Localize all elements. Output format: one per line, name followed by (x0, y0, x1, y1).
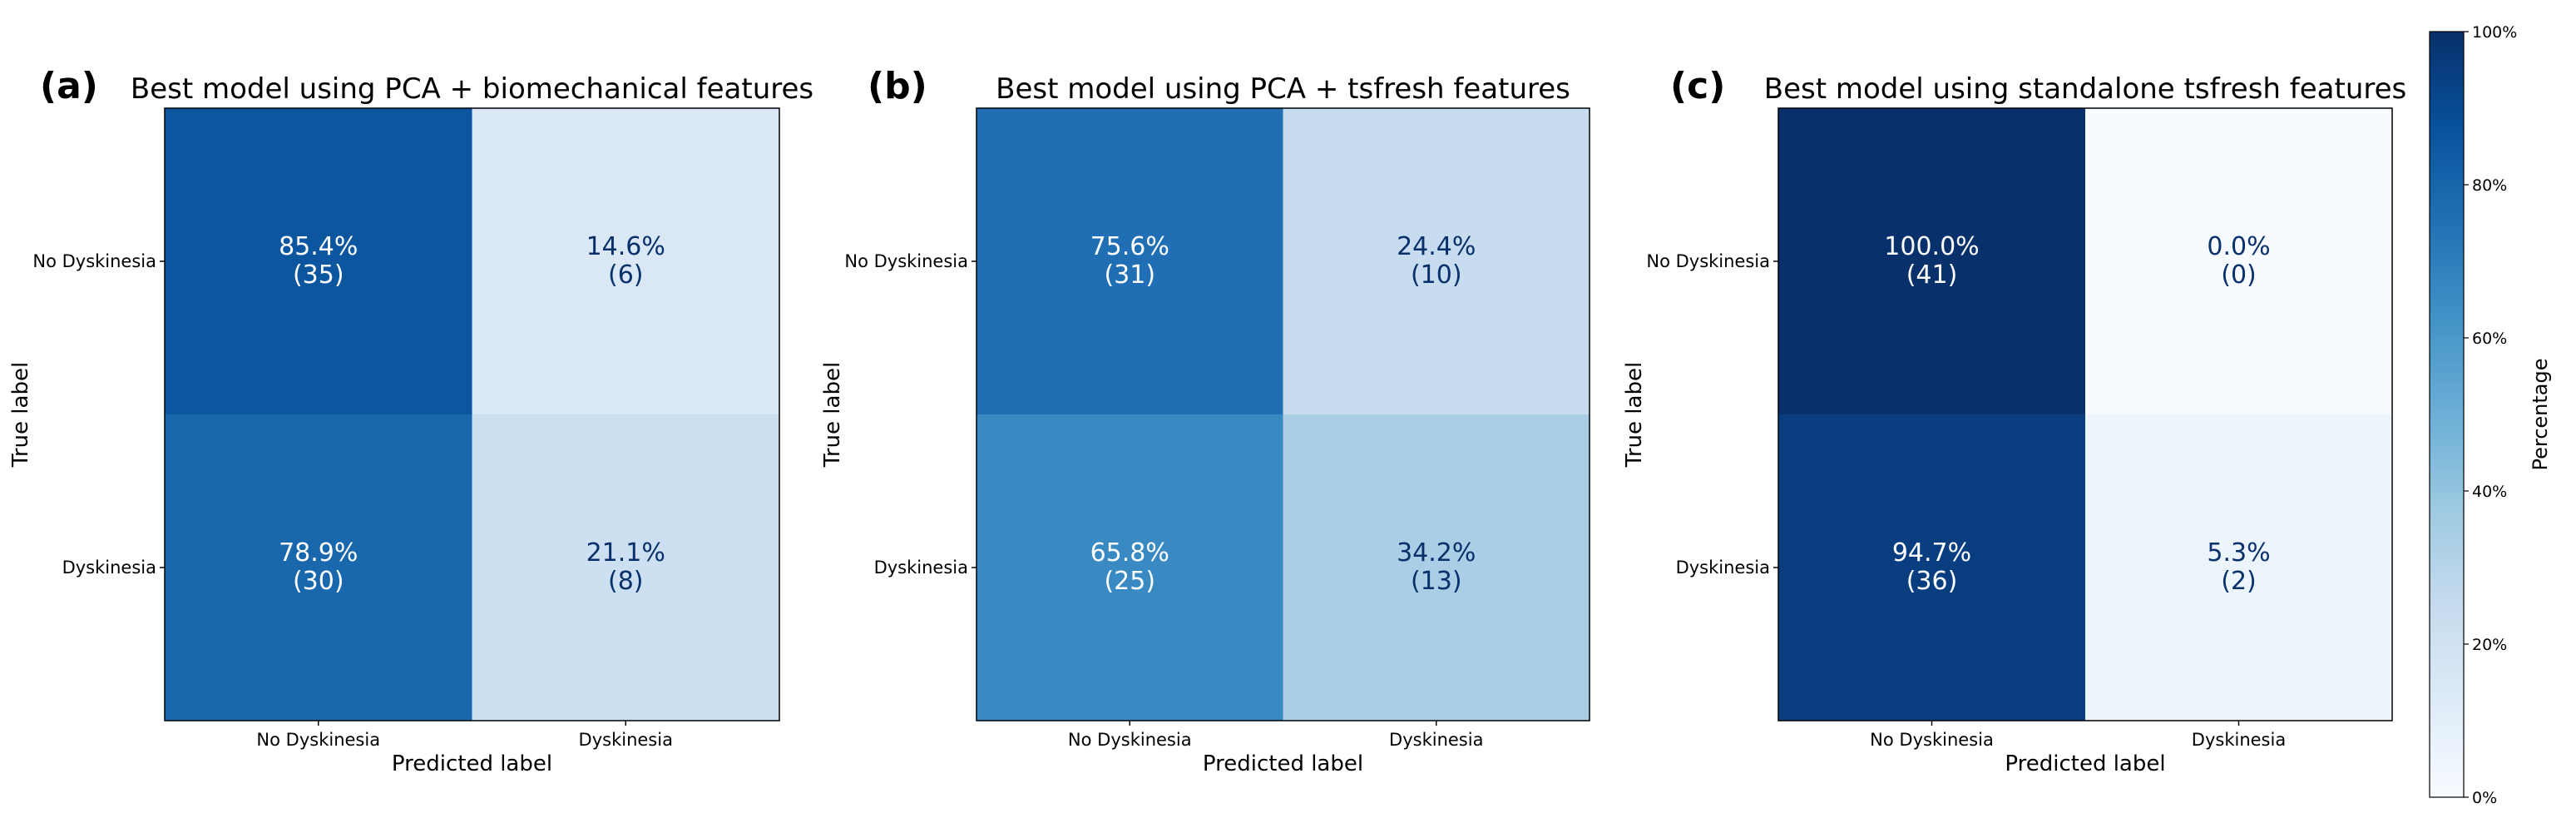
cell-count-label: (36) (1906, 567, 1958, 596)
y-axis-label: True label (1622, 362, 1647, 468)
cell-percent-label: 34.2% (1397, 538, 1476, 568)
heatmap-cell (1283, 414, 1590, 721)
cell-percent-label: 65.8% (1090, 538, 1169, 568)
cell-percent-label: 100.0% (1884, 232, 1979, 261)
confusion-matrix-panel: 85.4%(35) 14.6%(6) 78.9%(30) 21.1%(8) No Dys… (8, 65, 813, 776)
confusion-matrix-panel: 75.6%(31) 24.4%(10) 65.8%(25) 34.2%(13) No D… (820, 65, 1590, 776)
heatmap-cell (165, 414, 472, 721)
cell-percent-label: 21.1% (586, 538, 665, 568)
y-tick-label: No Dyskinesia (32, 251, 156, 271)
cell-count-label: (35) (293, 260, 344, 290)
cell-count-label: (8) (608, 567, 644, 596)
x-tick-label: Dyskinesia (579, 730, 673, 750)
cell-count-label: (13) (1411, 567, 1462, 596)
x-tick-label: No Dyskinesia (256, 730, 380, 750)
x-axis-label: Predicted label (1203, 751, 1363, 776)
panel-title: Best model using PCA + biomechanical fea… (131, 72, 813, 106)
x-tick-label: Dyskinesia (2192, 730, 2286, 750)
panel-letter: (b) (868, 65, 927, 107)
heatmap-cell (977, 414, 1283, 721)
heatmap-cell (165, 108, 472, 414)
cell-count-label: (30) (293, 567, 344, 596)
y-axis-label: True label (820, 362, 845, 468)
heatmap-cell (1283, 108, 1590, 414)
colorbar-tick-label: 0% (2472, 789, 2497, 807)
axes-frame (164, 107, 780, 721)
colorbar-tick-label: 40% (2472, 483, 2507, 501)
x-axis-label: Predicted label (2005, 751, 2165, 776)
cell-count-label: (2) (2221, 567, 2257, 596)
cell-count-label: (10) (1411, 260, 1462, 290)
cell-count-label: (6) (608, 260, 644, 290)
cell-percent-label: 94.7% (1892, 538, 1971, 568)
colorbar-label: Percentage (2529, 358, 2552, 470)
y-tick-label: Dyskinesia (874, 558, 968, 578)
cell-percent-label: 75.6% (1090, 232, 1169, 261)
cell-percent-label: 24.4% (1397, 232, 1476, 261)
colorbar-tick-label: 20% (2472, 636, 2507, 654)
colorbar-frame (2429, 31, 2465, 798)
heatmap-cell (472, 108, 779, 414)
confusion-matrix-panel: 100.0%(41) 0.0%(0) 94.7%(36) 5.3%(2) No Dysk… (1622, 65, 2406, 776)
colorbar-tick-label: 60% (2472, 330, 2507, 348)
cell-percent-label: 14.6% (586, 232, 665, 261)
cell-percent-label: 5.3% (2207, 538, 2270, 568)
colorbar-tick-label: 100% (2472, 23, 2517, 42)
colorbar: 0% 20% 40% 60% 80% 100% Percentage (2429, 23, 2552, 807)
axes-frame (976, 107, 1590, 721)
x-tick-label: No Dyskinesia (1870, 730, 1994, 750)
panel-letter: (a) (40, 65, 98, 107)
cell-count-label: (0) (2221, 260, 2257, 290)
heatmap-cell (1778, 108, 2085, 414)
cell-count-label: (31) (1104, 260, 1155, 290)
y-tick-label: Dyskinesia (62, 558, 156, 578)
cell-percent-label: 0.0% (2207, 232, 2270, 261)
cell-percent-label: 78.9% (279, 538, 358, 568)
y-tick-label: No Dyskinesia (1646, 251, 1770, 271)
cell-percent-label: 85.4% (279, 232, 358, 261)
y-tick-label: No Dyskinesia (844, 251, 968, 271)
x-tick-label: No Dyskinesia (1068, 730, 1192, 750)
panel-title: Best model using standalone tsfresh feat… (1764, 72, 2407, 106)
colorbar-tick-label: 80% (2472, 176, 2507, 195)
panel-letter: (c) (1670, 65, 1725, 107)
heatmap-cell (1778, 414, 2085, 721)
y-axis-label: True label (8, 362, 33, 468)
heatmap-cell (977, 108, 1283, 414)
heatmap-cell (472, 414, 779, 721)
axes-frame (1777, 107, 2393, 721)
heatmap-cell (2085, 108, 2392, 414)
x-axis-label: Predicted label (392, 751, 552, 776)
cell-count-label: (25) (1104, 567, 1155, 596)
y-tick-label: Dyskinesia (1676, 558, 1770, 578)
colorbar-gradient (2430, 32, 2464, 797)
cell-count-label: (41) (1906, 260, 1958, 290)
heatmap-cell (2085, 414, 2392, 721)
panel-title: Best model using PCA + tsfresh features (996, 72, 1570, 106)
x-tick-label: Dyskinesia (1389, 730, 1483, 750)
